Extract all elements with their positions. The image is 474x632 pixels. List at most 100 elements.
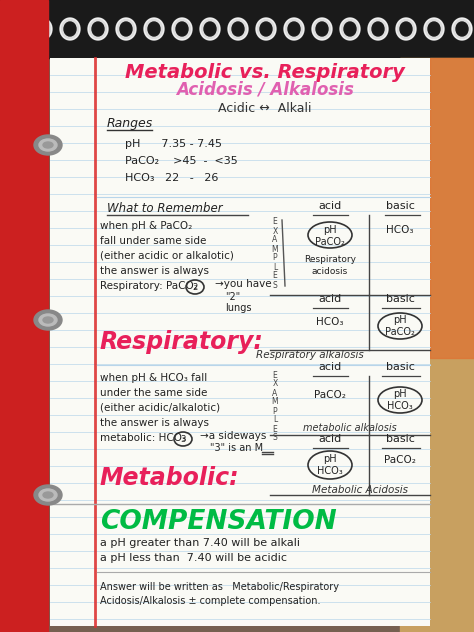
Text: Acidosis/Alkalosis ± complete compensation.: Acidosis/Alkalosis ± complete compensati… xyxy=(100,596,320,606)
Text: →a sideways: →a sideways xyxy=(200,431,266,441)
Ellipse shape xyxy=(316,22,328,36)
Ellipse shape xyxy=(43,492,53,498)
Ellipse shape xyxy=(34,310,62,330)
Text: pH: pH xyxy=(323,225,337,235)
Text: basic: basic xyxy=(385,434,414,444)
Text: PaCO₂    >45  -  <35: PaCO₂ >45 - <35 xyxy=(125,156,238,166)
Text: A: A xyxy=(273,389,278,398)
Ellipse shape xyxy=(312,18,332,40)
Text: Answer will be written as   Metabolic/Respiratory: Answer will be written as Metabolic/Resp… xyxy=(100,582,339,592)
Ellipse shape xyxy=(232,22,244,36)
Text: E: E xyxy=(273,425,277,434)
Text: Respiratory alkalosis: Respiratory alkalosis xyxy=(256,350,364,360)
Text: HCO₃: HCO₃ xyxy=(386,225,414,235)
Text: PaCO₂: PaCO₂ xyxy=(315,237,345,247)
Ellipse shape xyxy=(43,142,53,148)
Text: L: L xyxy=(273,415,277,425)
Bar xyxy=(0,0,474,58)
Ellipse shape xyxy=(400,22,412,36)
Ellipse shape xyxy=(39,139,57,151)
Text: acidosis: acidosis xyxy=(312,267,348,276)
Text: lungs: lungs xyxy=(225,303,252,313)
Text: pH: pH xyxy=(393,389,407,399)
Text: →you have: →you have xyxy=(215,279,272,289)
Text: P: P xyxy=(273,406,277,415)
Text: Respiratory: PaCO₂: Respiratory: PaCO₂ xyxy=(100,281,198,291)
Text: when pH & HCO₃ fall: when pH & HCO₃ fall xyxy=(100,373,207,383)
Ellipse shape xyxy=(344,22,356,36)
Ellipse shape xyxy=(34,135,62,155)
Text: COMPENSATION: COMPENSATION xyxy=(100,509,337,535)
Ellipse shape xyxy=(372,22,384,36)
Text: What to Remember: What to Remember xyxy=(107,202,223,216)
Text: pH: pH xyxy=(393,315,407,325)
Text: E: E xyxy=(273,272,277,281)
Ellipse shape xyxy=(92,22,104,36)
Ellipse shape xyxy=(428,22,440,36)
Text: basic: basic xyxy=(385,362,414,372)
Text: PaCO₂: PaCO₂ xyxy=(314,390,346,400)
Text: metabolic alkalosis: metabolic alkalosis xyxy=(303,423,397,433)
Text: basic: basic xyxy=(385,294,414,304)
Ellipse shape xyxy=(43,317,53,323)
Text: Metabolic:: Metabolic: xyxy=(100,466,240,490)
Text: Respiratory: Respiratory xyxy=(304,255,356,265)
Text: basic: basic xyxy=(385,201,414,211)
Ellipse shape xyxy=(452,18,472,40)
Text: acid: acid xyxy=(319,434,342,444)
Text: A: A xyxy=(273,236,278,245)
Ellipse shape xyxy=(60,18,80,40)
Ellipse shape xyxy=(456,22,468,36)
Ellipse shape xyxy=(120,22,132,36)
Ellipse shape xyxy=(340,18,360,40)
Text: PaCO₂: PaCO₂ xyxy=(385,327,415,337)
Text: M: M xyxy=(272,398,278,406)
Ellipse shape xyxy=(396,18,416,40)
Text: HCO₃: HCO₃ xyxy=(317,466,343,476)
Text: P: P xyxy=(273,253,277,262)
Text: the answer is always: the answer is always xyxy=(100,266,209,276)
Ellipse shape xyxy=(288,22,300,36)
Ellipse shape xyxy=(148,22,160,36)
Text: S: S xyxy=(273,434,277,442)
Text: M: M xyxy=(272,245,278,253)
Ellipse shape xyxy=(228,18,248,40)
Ellipse shape xyxy=(200,18,220,40)
Text: when pH & PaCO₂: when pH & PaCO₂ xyxy=(100,221,192,231)
Ellipse shape xyxy=(88,18,108,40)
Bar xyxy=(430,58,474,358)
Ellipse shape xyxy=(8,22,20,36)
Text: (either acidic/alkalotic): (either acidic/alkalotic) xyxy=(100,403,220,413)
Ellipse shape xyxy=(39,314,57,326)
Ellipse shape xyxy=(172,18,192,40)
Ellipse shape xyxy=(260,22,272,36)
Text: acid: acid xyxy=(319,362,342,372)
Text: Respiratory:: Respiratory: xyxy=(100,330,264,354)
Text: a pH greater than 7.40 will be alkali: a pH greater than 7.40 will be alkali xyxy=(100,538,300,548)
Ellipse shape xyxy=(116,18,136,40)
Text: Ranges: Ranges xyxy=(107,118,153,130)
Text: a pH less than  7.40 will be acidic: a pH less than 7.40 will be acidic xyxy=(100,553,287,563)
Ellipse shape xyxy=(32,18,52,40)
Text: 2: 2 xyxy=(192,283,198,291)
Text: PaCO₂: PaCO₂ xyxy=(384,455,416,465)
Text: X: X xyxy=(273,226,278,236)
Text: "3" is an M: "3" is an M xyxy=(210,443,263,453)
Text: 3: 3 xyxy=(180,435,186,444)
Text: acid: acid xyxy=(319,294,342,304)
Text: the answer is always: the answer is always xyxy=(100,418,209,428)
Text: HCO₃: HCO₃ xyxy=(316,317,344,327)
Ellipse shape xyxy=(424,18,444,40)
Text: (either acidic or alkalotic): (either acidic or alkalotic) xyxy=(100,251,234,261)
Text: X: X xyxy=(273,379,278,389)
Ellipse shape xyxy=(368,18,388,40)
Text: under the same side: under the same side xyxy=(100,388,207,398)
Text: acid: acid xyxy=(319,201,342,211)
Text: pH      7.35 - 7.45: pH 7.35 - 7.45 xyxy=(125,139,222,149)
Text: L: L xyxy=(273,262,277,272)
Ellipse shape xyxy=(284,18,304,40)
Ellipse shape xyxy=(176,22,188,36)
Text: E: E xyxy=(273,370,277,379)
Bar xyxy=(0,0,48,632)
Ellipse shape xyxy=(256,18,276,40)
